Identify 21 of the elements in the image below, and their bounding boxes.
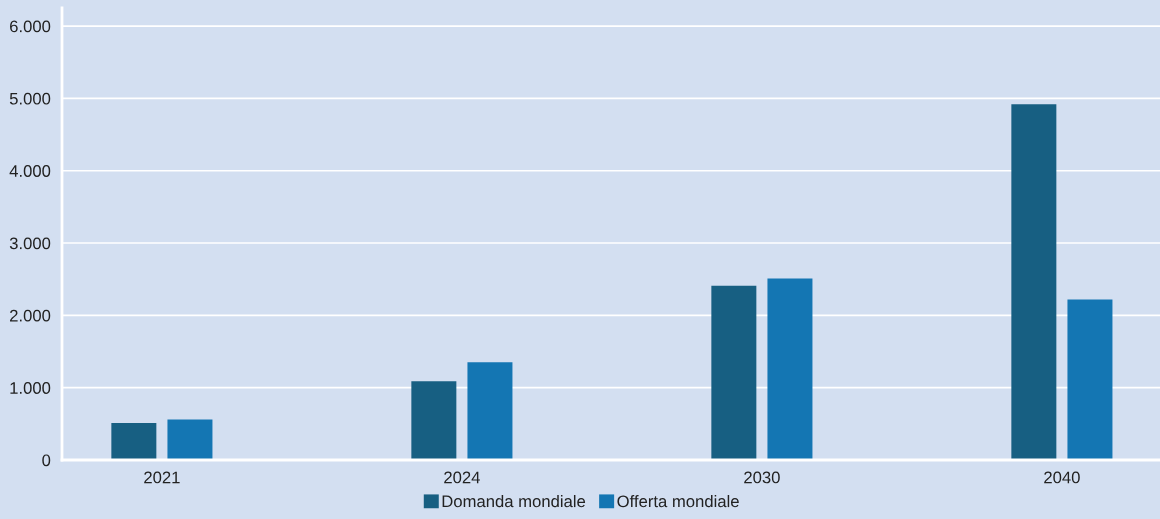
bar [467, 362, 513, 460]
bar [711, 285, 757, 460]
x-tick-label: 2030 [744, 471, 780, 484]
legend-label: Domanda mondiale [442, 495, 586, 508]
y-tick-label: 4.000 [9, 165, 51, 177]
y-tick-label: 0 [42, 454, 51, 467]
bar [111, 423, 157, 460]
y-tick-label: 2.000 [10, 309, 51, 322]
bar [1067, 299, 1113, 460]
x-tick-label: 2040 [1044, 471, 1080, 484]
x-tick-label: 2024 [444, 471, 480, 484]
bar [767, 278, 813, 460]
y-tick-label: 3.000 [9, 237, 51, 250]
legend-label: Offerta mondiale [617, 495, 739, 508]
y-tick-label: 5.000 [9, 92, 51, 105]
y-tick-label: 1.000 [10, 382, 51, 394]
bar [167, 419, 213, 460]
bar [411, 381, 457, 460]
bar [1011, 104, 1057, 460]
x-tick-label: 2021 [144, 471, 180, 484]
y-tick-label: 6.000 [10, 20, 51, 33]
